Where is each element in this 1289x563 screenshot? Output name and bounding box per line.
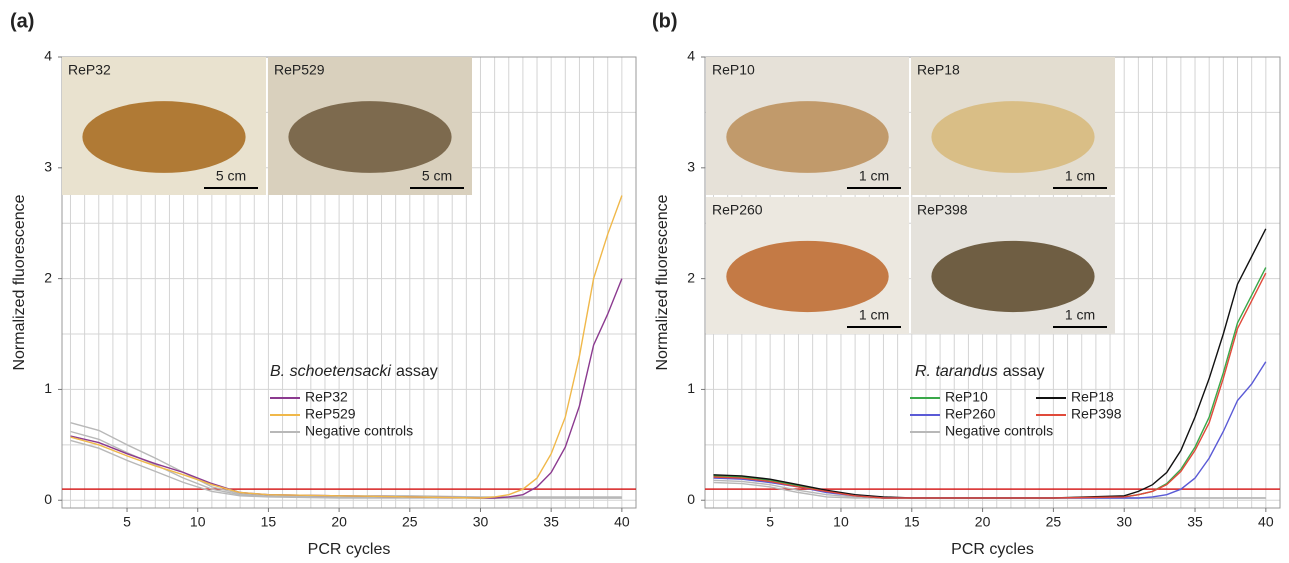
x-tick-label: 5 (123, 514, 131, 530)
x-tick-label: 15 (261, 514, 277, 530)
x-axis-title: PCR cycles (951, 541, 1034, 558)
x-axis-title: PCR cycles (308, 541, 391, 558)
series-line (70, 422, 622, 498)
scale-label: 5 cm (216, 168, 246, 184)
scale-label: 1 cm (1065, 307, 1095, 323)
x-tick-label: 30 (1116, 514, 1132, 530)
x-tick-label: 20 (331, 514, 347, 530)
assay-annotation: B. schoetensacki assay (270, 363, 438, 380)
x-tick-label: 5 (766, 514, 774, 530)
y-tick-label: 3 (687, 159, 695, 175)
assay-species: B. schoetensacki (270, 363, 391, 380)
photo-label: ReP398 (917, 202, 968, 218)
series-line (713, 228, 1267, 499)
photo-label: ReP10 (712, 62, 755, 78)
x-tick-label: 40 (614, 514, 630, 530)
series-line (713, 272, 1267, 499)
y-tick-label: 4 (44, 48, 52, 64)
legend-label: Negative controls (305, 423, 413, 439)
y-tick-label: 4 (687, 48, 695, 64)
y-tick-label: 1 (44, 380, 52, 396)
y-tick-label: 2 (687, 269, 695, 285)
photo-specimen (931, 240, 1095, 313)
x-tick-label: 20 (975, 514, 991, 530)
photo-label: ReP529 (274, 62, 325, 78)
photo-specimen (726, 240, 889, 313)
y-tick-label: 0 (44, 491, 52, 507)
x-tick-label: 40 (1258, 514, 1274, 530)
legend-label: ReP529 (305, 406, 356, 422)
photo-label: ReP260 (712, 202, 763, 218)
x-tick-label: 15 (904, 514, 920, 530)
photo-specimen (288, 101, 452, 173)
assay-label: assay (396, 363, 438, 380)
legend-label: ReP398 (1071, 406, 1122, 422)
panel-label: (a) (10, 10, 34, 32)
x-tick-label: 25 (1046, 514, 1062, 530)
scale-label: 1 cm (1065, 168, 1095, 184)
assay-label: assay (1003, 363, 1045, 380)
scale-label: 5 cm (422, 168, 452, 184)
photo-specimen (726, 101, 889, 173)
series-line (70, 195, 623, 499)
scale-label: 1 cm (859, 307, 889, 323)
photo-label: ReP32 (68, 62, 111, 78)
photo-specimen (82, 101, 246, 173)
x-tick-label: 10 (833, 514, 849, 530)
legend-label: ReP260 (945, 406, 996, 422)
legend-label: ReP10 (945, 389, 988, 405)
x-tick-label: 35 (1187, 514, 1203, 530)
y-tick-label: 2 (44, 269, 52, 285)
legend-label: Negative controls (945, 423, 1053, 439)
y-axis-title: Normalized fluorescence (11, 194, 28, 370)
x-tick-label: 10 (190, 514, 206, 530)
y-tick-label: 3 (44, 159, 52, 175)
legend-label: ReP32 (305, 389, 348, 405)
photo-specimen (931, 101, 1095, 173)
x-tick-label: 35 (543, 514, 559, 530)
scale-label: 1 cm (859, 168, 889, 184)
assay-annotation: R. tarandus assay (915, 363, 1045, 380)
x-tick-label: 30 (473, 514, 489, 530)
y-tick-label: 1 (687, 380, 695, 396)
y-tick-label: 0 (687, 491, 695, 507)
photo-label: ReP18 (917, 62, 960, 78)
x-tick-label: 25 (402, 514, 418, 530)
y-axis-title: Normalized fluorescence (654, 194, 671, 370)
panel-label: (b) (652, 10, 678, 32)
legend-label: ReP18 (1071, 389, 1114, 405)
assay-species: R. tarandus (915, 363, 998, 380)
